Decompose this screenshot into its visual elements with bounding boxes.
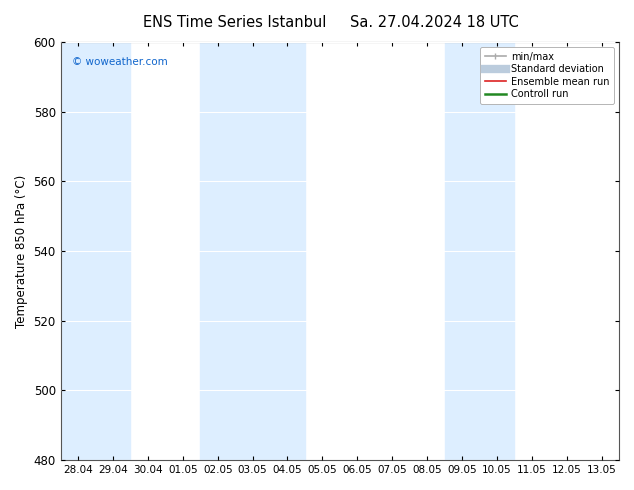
Text: ENS Time Series Istanbul: ENS Time Series Istanbul bbox=[143, 15, 327, 30]
Legend: min/max, Standard deviation, Ensemble mean run, Controll run: min/max, Standard deviation, Ensemble me… bbox=[480, 47, 614, 104]
Bar bbox=[61, 42, 131, 460]
Text: Sa. 27.04.2024 18 UTC: Sa. 27.04.2024 18 UTC bbox=[350, 15, 519, 30]
Bar bbox=[444, 42, 514, 460]
Y-axis label: Temperature 850 hPa (°C): Temperature 850 hPa (°C) bbox=[15, 174, 28, 328]
Text: © woweather.com: © woweather.com bbox=[72, 57, 167, 67]
Bar bbox=[200, 42, 305, 460]
